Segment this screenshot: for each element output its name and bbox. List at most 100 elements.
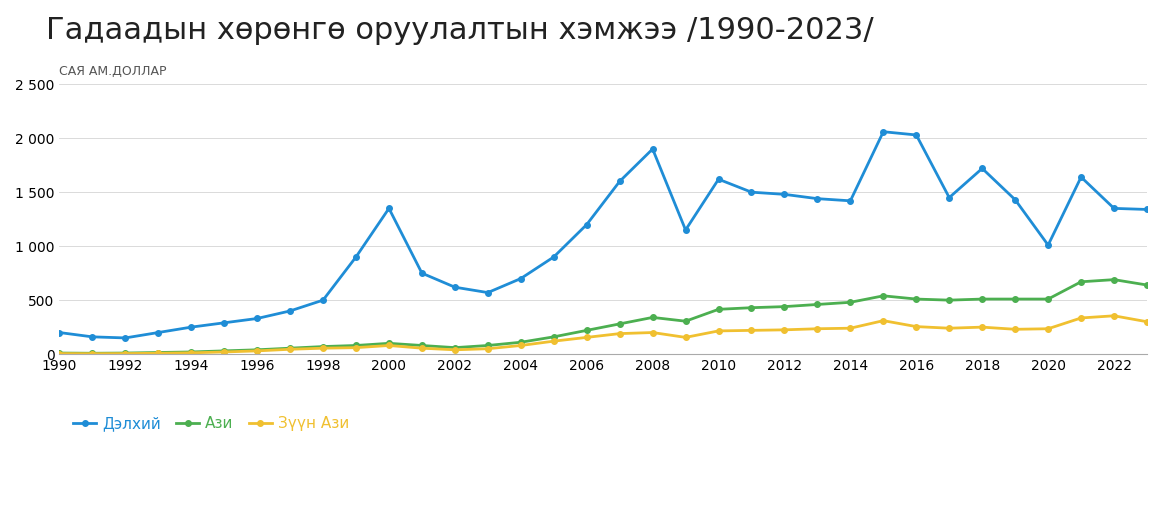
Зүүн Ази [447, 347, 461, 353]
Ази [910, 296, 924, 302]
Дэлхий [1041, 242, 1055, 248]
Ази [942, 297, 956, 303]
Line: Зүүн Ази: Зүүн Ази [57, 313, 1149, 356]
Дэлхий [316, 297, 330, 303]
Ази [85, 350, 99, 356]
Дэлхий [745, 189, 759, 195]
Дэлхий [119, 335, 132, 341]
Зүүн Ази [1074, 315, 1088, 321]
Дэлхий [876, 129, 890, 135]
Зүүн Ази [876, 317, 890, 324]
Дэлхий [481, 290, 495, 296]
Зүүн Ази [250, 348, 264, 354]
Ази [151, 349, 165, 356]
Legend: Дэлхий, Ази, Зүүн Ази: Дэлхий, Ази, Зүүн Ази [67, 410, 356, 437]
Зүүн Ази [975, 324, 989, 330]
Дэлхий [580, 221, 594, 227]
Зүүн Ази [514, 342, 528, 348]
Зүүн Ази [382, 342, 396, 348]
Ази [447, 344, 461, 351]
Line: Дэлхий: Дэлхий [57, 129, 1149, 341]
Дэлхий [514, 276, 528, 282]
Зүүн Ази [1140, 318, 1154, 325]
Line: Ази: Ази [57, 277, 1149, 356]
Зүүн Ази [316, 345, 330, 351]
Зүүн Ази [415, 345, 429, 351]
Ази [284, 345, 297, 351]
Зүүн Ази [711, 328, 725, 334]
Зүүн Ази [745, 327, 759, 333]
Зүүн Ази [910, 324, 924, 330]
Дэлхий [777, 191, 791, 197]
Дэлхий [1009, 196, 1023, 203]
Дэлхий [217, 320, 231, 326]
Зүүн Ази [810, 326, 824, 332]
Text: Гадаадын хөрөнгө оруулалтын хэмжээ /1990-2023/: Гадаадын хөрөнгө оруулалтын хэмжээ /1990… [46, 16, 874, 44]
Зүүн Ази [85, 351, 99, 357]
Дэлхий [612, 178, 626, 185]
Зүүн Ази [1009, 326, 1023, 332]
Дэлхий [679, 227, 693, 233]
Зүүн Ази [612, 330, 626, 337]
Ази [1074, 279, 1088, 285]
Ази [612, 321, 626, 327]
Зүүн Ази [349, 344, 363, 351]
Ази [250, 347, 264, 353]
Зүүн Ази [844, 325, 858, 331]
Ази [349, 342, 363, 348]
Ази [975, 296, 989, 302]
Ази [711, 306, 725, 312]
Дэлхий [844, 197, 858, 204]
Дэлхий [382, 205, 396, 211]
Зүүн Ази [679, 334, 693, 341]
Ази [844, 299, 858, 306]
Зүүн Ази [185, 349, 199, 356]
Дэлхий [447, 284, 461, 290]
Зүүн Ази [151, 350, 165, 356]
Зүүн Ази [1041, 326, 1055, 332]
Ази [1009, 296, 1023, 302]
Ази [547, 334, 561, 340]
Ази [745, 305, 759, 311]
Зүүн Ази [481, 346, 495, 352]
Ази [810, 301, 824, 308]
Дэлхий [1107, 205, 1121, 211]
Ази [185, 349, 199, 355]
Ази [1107, 277, 1121, 283]
Ази [1041, 296, 1055, 302]
Зүүн Ази [217, 349, 231, 355]
Дэлхий [52, 329, 66, 336]
Ази [514, 339, 528, 345]
Зүүн Ази [119, 351, 132, 357]
Зүүн Ази [52, 351, 66, 357]
Дэлхий [250, 315, 264, 322]
Зүүн Ази [284, 346, 297, 353]
Ази [415, 342, 429, 348]
Зүүн Ази [646, 329, 660, 336]
Зүүн Ази [942, 325, 956, 331]
Ази [580, 327, 594, 333]
Ази [876, 293, 890, 299]
Ази [316, 343, 330, 349]
Ази [119, 350, 132, 356]
Ази [481, 342, 495, 348]
Дэлхий [284, 308, 297, 314]
Дэлхий [415, 270, 429, 276]
Дэлхий [547, 254, 561, 260]
Ази [777, 303, 791, 310]
Ази [1140, 282, 1154, 288]
Ази [52, 350, 66, 356]
Дэлхий [1140, 206, 1154, 212]
Дэлхий [85, 334, 99, 340]
Зүүн Ази [547, 338, 561, 344]
Ази [217, 348, 231, 354]
Дэлхий [185, 324, 199, 330]
Зүүн Ази [580, 334, 594, 341]
Ази [646, 314, 660, 321]
Дэлхий [1074, 174, 1088, 180]
Дэлхий [910, 132, 924, 138]
Зүүн Ази [777, 327, 791, 333]
Ази [679, 318, 693, 324]
Дэлхий [942, 194, 956, 201]
Дэлхий [975, 165, 989, 172]
